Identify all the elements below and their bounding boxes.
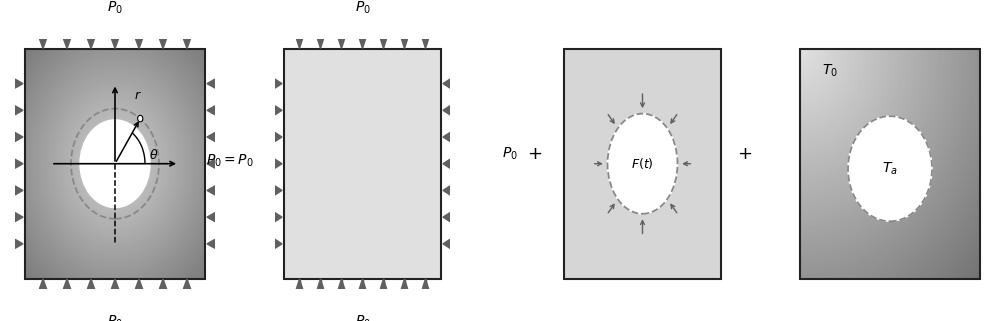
Polygon shape (275, 133, 282, 142)
Text: $r$: $r$ (134, 89, 142, 102)
Polygon shape (207, 133, 215, 142)
Polygon shape (207, 106, 215, 115)
Polygon shape (338, 279, 345, 289)
Text: +: + (738, 145, 753, 163)
Polygon shape (87, 39, 95, 48)
Polygon shape (401, 279, 408, 289)
Circle shape (138, 115, 143, 122)
Circle shape (848, 116, 932, 221)
Text: $F(t)$: $F(t)$ (631, 156, 654, 171)
Polygon shape (359, 279, 366, 289)
Polygon shape (317, 39, 324, 48)
Polygon shape (135, 39, 143, 48)
Polygon shape (443, 239, 450, 248)
Polygon shape (135, 279, 143, 289)
Text: $P_0$: $P_0$ (355, 314, 370, 321)
Text: $P_0$: $P_0$ (107, 314, 123, 321)
Polygon shape (275, 239, 282, 248)
Polygon shape (15, 159, 23, 168)
Polygon shape (296, 39, 303, 48)
Circle shape (608, 114, 678, 214)
Polygon shape (15, 79, 23, 88)
Polygon shape (111, 279, 119, 289)
Text: $T_0$: $T_0$ (822, 63, 838, 79)
Polygon shape (296, 279, 303, 289)
Text: $\theta$: $\theta$ (149, 148, 159, 162)
Polygon shape (275, 213, 282, 221)
Circle shape (80, 120, 150, 208)
Polygon shape (380, 279, 387, 289)
Polygon shape (207, 79, 215, 88)
Polygon shape (207, 159, 215, 168)
Polygon shape (338, 39, 345, 48)
Polygon shape (111, 39, 119, 48)
Polygon shape (159, 39, 167, 48)
Polygon shape (443, 79, 450, 88)
Polygon shape (15, 133, 23, 142)
Polygon shape (15, 239, 23, 248)
Polygon shape (39, 279, 47, 289)
Text: $P_0$: $P_0$ (355, 0, 370, 16)
Polygon shape (443, 133, 450, 142)
Polygon shape (275, 79, 282, 88)
Polygon shape (422, 39, 429, 48)
Polygon shape (15, 213, 23, 221)
Text: $P_0$: $P_0$ (502, 146, 518, 162)
Polygon shape (401, 39, 408, 48)
Polygon shape (15, 106, 23, 115)
Polygon shape (317, 279, 324, 289)
Text: +: + (528, 145, 542, 163)
Polygon shape (443, 213, 450, 221)
Polygon shape (87, 279, 95, 289)
Polygon shape (275, 159, 282, 168)
Polygon shape (15, 186, 23, 195)
Polygon shape (207, 239, 215, 248)
Text: $P_0$: $P_0$ (107, 0, 123, 16)
Polygon shape (63, 39, 71, 48)
Polygon shape (443, 186, 450, 195)
Polygon shape (183, 279, 191, 289)
Polygon shape (275, 186, 282, 195)
Polygon shape (422, 279, 429, 289)
Polygon shape (63, 279, 71, 289)
Polygon shape (39, 39, 47, 48)
Polygon shape (207, 186, 215, 195)
Text: $T_a$: $T_a$ (882, 160, 898, 177)
Polygon shape (207, 213, 215, 221)
Polygon shape (443, 106, 450, 115)
Polygon shape (275, 106, 282, 115)
Polygon shape (183, 39, 191, 48)
Text: $P_0 = P_0$: $P_0 = P_0$ (206, 152, 254, 169)
Polygon shape (443, 159, 450, 168)
Polygon shape (359, 39, 366, 48)
Polygon shape (159, 279, 167, 289)
Polygon shape (380, 39, 387, 48)
